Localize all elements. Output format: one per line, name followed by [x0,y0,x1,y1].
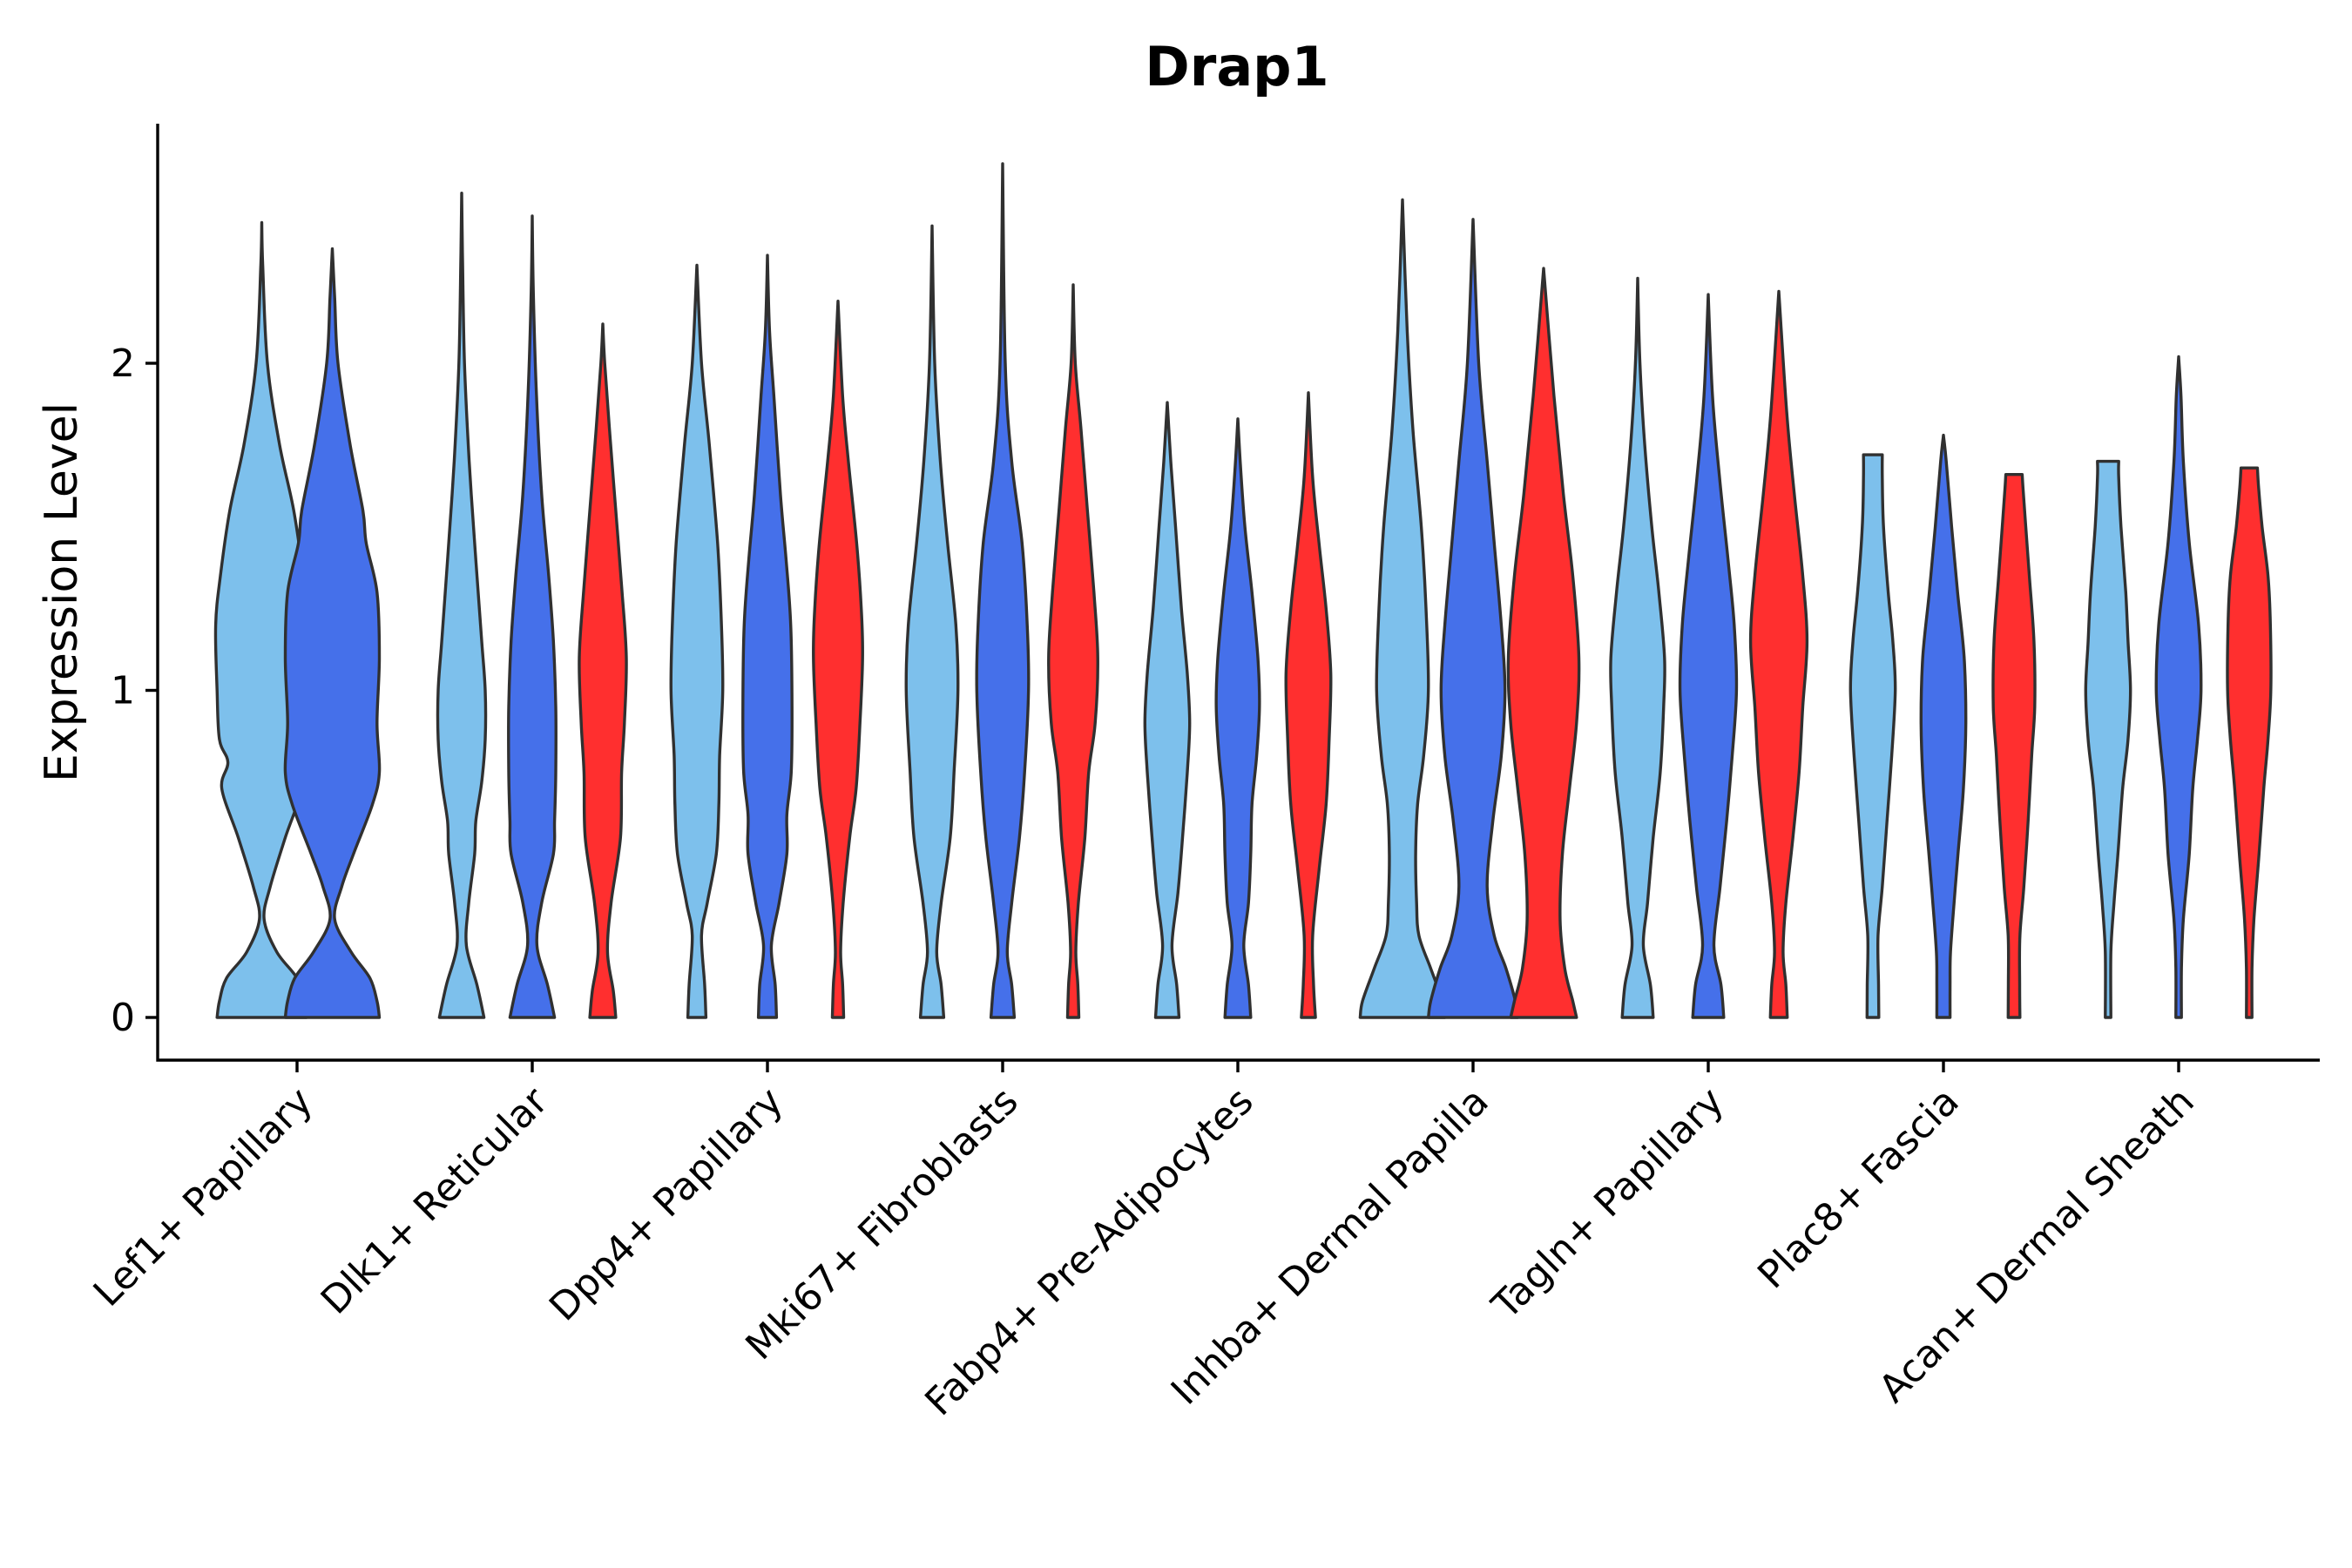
violin-9-blue [2154,355,2203,1019]
violin-7-red [1748,289,1809,1019]
violin-5-red [1284,391,1333,1019]
violin-5-blue [1214,417,1261,1019]
x-tick-label: Plac8+ Fascia [1749,1079,1968,1298]
x-tick-label: Dpp4+ Papillary [541,1079,792,1330]
violin-6-red [1506,267,1581,1019]
violin-9-light [2084,459,2132,1019]
violin-4-blue [975,162,1031,1019]
y-tick-label: 0 [111,996,135,1040]
violin-group [213,162,2273,1019]
violin-6-blue [1427,218,1519,1019]
chart-title: Drap1 [1145,35,1328,98]
violin-8-blue [1919,433,1968,1019]
y-tick-label: 2 [111,341,135,386]
violin-7-light [1609,276,1666,1019]
violin-5-light [1143,401,1192,1019]
violin-2-light [436,192,488,1019]
violin-3-red [812,300,864,1019]
violin-7-blue [1678,293,1739,1019]
y-tick-label: 1 [111,669,135,713]
violin-4-light [904,224,960,1019]
x-tick-label: Dlk1+ Reticular [313,1078,558,1323]
violin-2-blue [507,214,558,1019]
violin-1-blue [283,247,382,1019]
x-tick-label: Lef1+ Papillary [85,1079,321,1315]
axis-lines [156,124,2320,1062]
violin-6-light [1358,198,1447,1019]
violin-1-light [213,220,310,1019]
x-tick-label: Tagln+ Papillary [1484,1079,1733,1328]
violin-2-red [578,322,628,1019]
y-axis-label: Expression Level [36,402,88,782]
violin-4-red [1047,283,1099,1019]
violin-9-red [2226,466,2273,1019]
violin-8-red [1991,473,2037,1019]
y-axis: 0 1 2 [111,341,158,1040]
violin-3-blue [741,253,794,1019]
violin-8-light [1848,453,1897,1019]
violin-3-light [669,263,725,1019]
